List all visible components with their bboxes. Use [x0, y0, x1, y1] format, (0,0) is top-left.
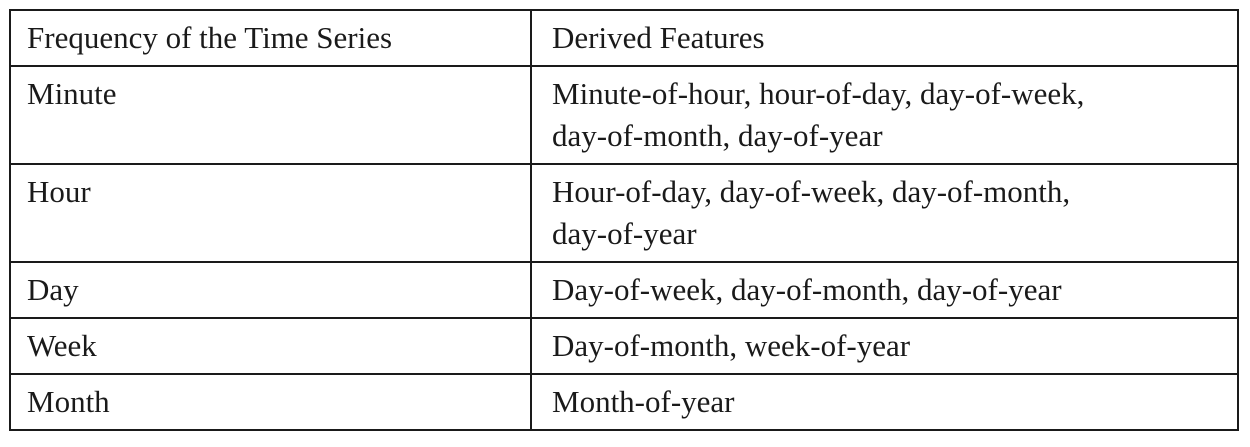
features-cell: Minute-of-hour, hour-of-day, day-of-week… [530, 65, 1239, 165]
features-line: Minute-of-hour, hour-of-day, day-of-week… [552, 76, 1085, 111]
features-cell: Month-of-year [530, 373, 1239, 431]
table-row: Week Day-of-month, week-of-year [9, 317, 1239, 375]
features-line: day-of-year [552, 216, 697, 251]
frequency-cell: Month [9, 373, 532, 431]
frequency-cell: Day [9, 261, 532, 319]
features-cell: Hour-of-day, day-of-week, day-of-month, … [530, 163, 1239, 263]
table-row: Minute Minute-of-hour, hour-of-day, day-… [9, 65, 1239, 165]
frequency-cell: Minute [9, 65, 532, 165]
frequency-cell: Hour [9, 163, 532, 263]
features-line: Day-of-month, week-of-year [552, 328, 911, 363]
frequency-cell: Week [9, 317, 532, 375]
header-derived-features: Derived Features [530, 9, 1239, 67]
features-cell: Day-of-week, day-of-month, day-of-year [530, 261, 1239, 319]
features-line: Hour-of-day, day-of-week, day-of-month, [552, 174, 1071, 209]
features-line: Day-of-week, day-of-month, day-of-year [552, 272, 1062, 307]
features-cell: Day-of-month, week-of-year [530, 317, 1239, 375]
table-header-row: Frequency of the Time Series Derived Fea… [9, 9, 1239, 67]
features-line: Month-of-year [552, 384, 735, 419]
frequency-features-table: Frequency of the Time Series Derived Fea… [9, 9, 1239, 431]
table-row: Month Month-of-year [9, 373, 1239, 431]
table-row: Day Day-of-week, day-of-month, day-of-ye… [9, 261, 1239, 319]
header-frequency: Frequency of the Time Series [9, 9, 532, 67]
table-row: Hour Hour-of-day, day-of-week, day-of-mo… [9, 163, 1239, 263]
features-line: day-of-month, day-of-year [552, 118, 883, 153]
